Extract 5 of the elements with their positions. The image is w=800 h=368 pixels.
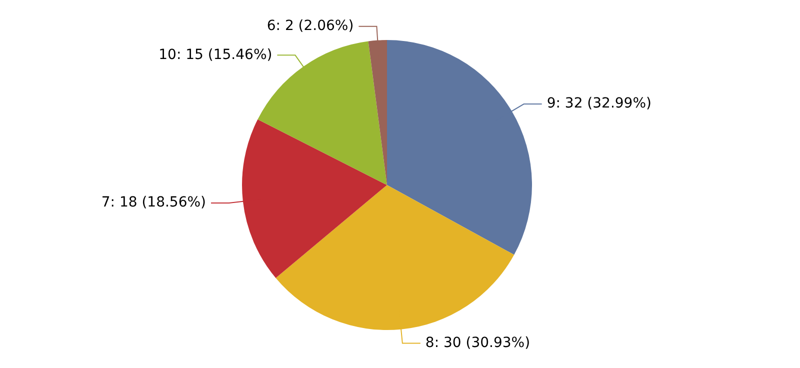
slice-label: 6: 2 (2.06%) <box>266 18 354 34</box>
slice-label: 9: 32 (32.99%) <box>546 96 652 112</box>
slice-label: 10: 15 (15.46%) <box>158 46 272 63</box>
slice-label: 8: 30 (30.93%) <box>425 334 530 351</box>
slice-label: 7: 18 (18.56%) <box>101 194 206 211</box>
